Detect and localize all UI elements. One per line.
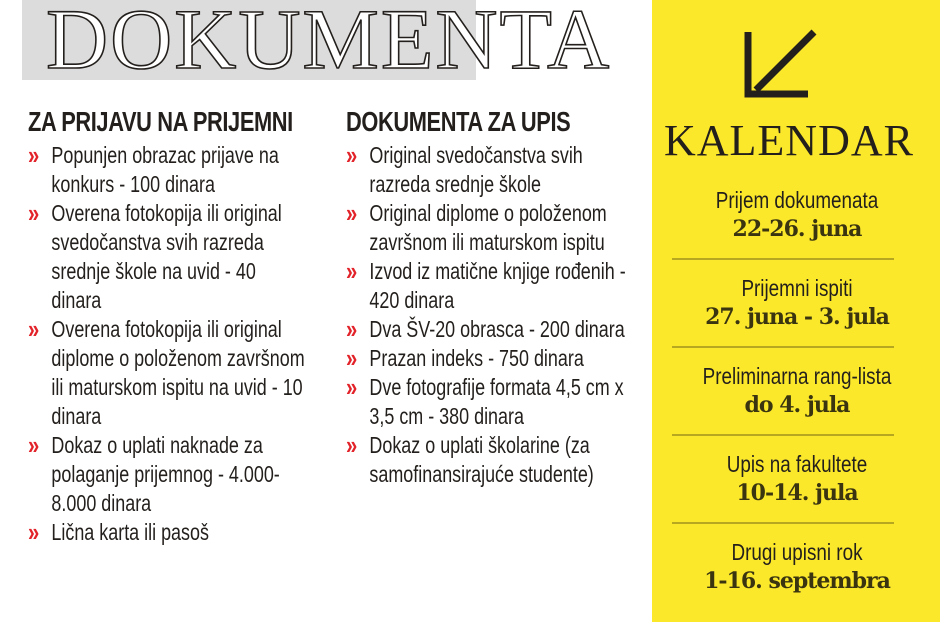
calendar-event: Prijemni ispiti 27. juna - 3. jula <box>652 274 940 331</box>
list-item: » Popunjen obrazac prijave na konkurs - 1… <box>28 141 310 199</box>
event-label: Drugi upisni rok <box>731 539 863 565</box>
list-item: » Dokaz o uplati školarine (za samofinans… <box>346 431 642 489</box>
list-item: » Prazan indeks - 750 dinara <box>346 344 642 373</box>
divider <box>672 522 894 524</box>
list-item: » Overena fotokopija ili original svedoča… <box>28 199 310 315</box>
list-item: » Izvod iz matične knjige rođenih - 420 d… <box>346 257 642 315</box>
list-item: » Overena fotokopija ili original diplome… <box>28 315 310 431</box>
item-text: Overena fotokopija ili original diplome … <box>51 316 305 429</box>
event-date: 1-16. septembra <box>704 568 891 594</box>
list-item: » Lična karta ili pasoš <box>28 518 310 547</box>
left-column: ZA PRIJAVU NA PRIJEMNI » Popunjen obrazac… <box>28 105 310 547</box>
list-item: » Dva ŠV-20 obrasca - 200 dinara <box>346 315 642 344</box>
chevron-bullet-icon: » <box>28 198 40 228</box>
left-heading: ZA PRIJAVU NA PRIJEMNI <box>28 106 293 137</box>
chevron-bullet-icon: » <box>28 430 40 460</box>
calendar-event: Prijem dokumenata 22-26. juna <box>652 186 940 243</box>
item-text: Dva ŠV-20 obrasca - 200 dinara <box>369 316 625 342</box>
chevron-bullet-icon: » <box>346 430 358 460</box>
event-date: 22-26. juna <box>732 216 863 242</box>
item-text: Overena fotokopija ili original svedočan… <box>51 200 282 313</box>
calendar-event: Upis na fakultete 10-14. jula <box>652 450 940 507</box>
list-item: » Original diplome o položenom završnom i… <box>346 199 642 257</box>
calendar-event: Preliminarna rang-lista do 4. jula <box>652 362 940 419</box>
arrow-down-left-icon <box>744 29 817 98</box>
item-text: Popunjen obrazac prijave na konkurs - 10… <box>51 142 279 197</box>
event-label: Prijemni ispiti <box>741 275 853 301</box>
divider <box>672 434 894 436</box>
event-date: 27. juna - 3. jula <box>705 304 890 330</box>
chevron-bullet-icon: » <box>346 343 358 373</box>
chevron-bullet-icon: » <box>346 140 358 170</box>
item-text: Original diplome o položenom završnom il… <box>369 200 607 255</box>
chevron-bullet-icon: » <box>346 314 358 344</box>
event-label: Prijem dokumenata <box>715 187 879 213</box>
page-title: DOKUMENTA <box>45 0 612 87</box>
calendar-title: KALENDAR <box>664 116 914 165</box>
event-date: do 4. jula <box>744 392 851 418</box>
chevron-bullet-icon: » <box>28 517 40 547</box>
chevron-bullet-icon: » <box>346 198 358 228</box>
chevron-bullet-icon: » <box>346 256 358 286</box>
calendar-event: Drugi upisni rok 1-16. septembra <box>652 538 940 595</box>
item-text: Prazan indeks - 750 dinara <box>369 345 584 371</box>
item-text: Dokaz o uplati školarine (za samofinansi… <box>369 432 594 487</box>
item-text: Dve fotografije formata 4,5 cm x 3,5 cm … <box>369 374 624 429</box>
chevron-bullet-icon: » <box>28 140 40 170</box>
event-label: Preliminarna rang-lista <box>702 363 892 389</box>
list-item: » Dve fotografije formata 4,5 cm x 3,5 cm… <box>346 373 642 431</box>
item-text: Lična karta ili pasoš <box>51 519 209 545</box>
chevron-bullet-icon: » <box>346 372 358 402</box>
title-box: DOKUMENTA <box>22 0 610 85</box>
middle-column: DOKUMENTA ZA UPIS » Original svedočanstva… <box>346 105 642 489</box>
middle-heading: DOKUMENTA ZA UPIS <box>346 106 571 137</box>
item-text: Izvod iz matične knjige rođenih - 420 di… <box>369 258 626 313</box>
item-text: Dokaz o uplati naknade za polaganje prij… <box>51 432 280 516</box>
list-item: » Original svedočanstva svih razreda sred… <box>346 141 642 199</box>
divider <box>672 258 894 260</box>
chevron-bullet-icon: » <box>28 314 40 344</box>
calendar-panel: KALENDAR Prijem dokumenata 22-26. juna Pri… <box>652 0 940 622</box>
divider <box>672 346 894 348</box>
event-date: 10-14. jula <box>736 480 858 506</box>
event-label: Upis na fakultete <box>726 451 868 477</box>
item-text: Original svedočanstva svih razreda sredn… <box>369 142 583 197</box>
list-item: » Dokaz o uplati naknade za polaganje pri… <box>28 431 310 518</box>
